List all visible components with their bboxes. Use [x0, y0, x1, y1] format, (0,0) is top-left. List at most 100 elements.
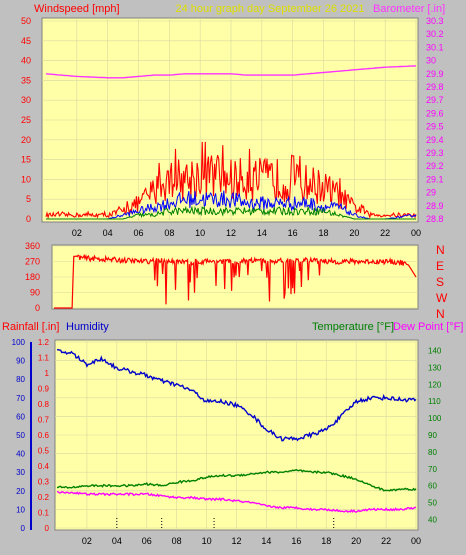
- barometer-tick-label: 29.1: [426, 174, 444, 184]
- compass-tick-label: E: [436, 259, 444, 273]
- windspeed-tick-label: 0: [26, 214, 31, 224]
- temperature-tick-label: 130: [428, 363, 442, 372]
- humidity-hour-tick-label: 08: [172, 536, 182, 546]
- barometer-tick-label: 29.2: [426, 161, 444, 171]
- barometer-tick-label: 29.7: [426, 95, 444, 105]
- wind-hour-tick-label: 02: [72, 228, 82, 238]
- temperature-tick-label: 50: [428, 499, 437, 508]
- humidity-tick-label: 30: [16, 468, 25, 477]
- temperature-tick-label: 40: [428, 516, 437, 525]
- humidity-tick-label: 90: [16, 357, 25, 366]
- windspeed-tick-label: 45: [21, 36, 31, 46]
- barometer-axis: 28.8 28.9 29 29.1 29.2 29.3 29.4 29.5 29.6 29.7 29…: [426, 16, 444, 224]
- temperature-tick-label: 120: [428, 380, 442, 389]
- barometer-tick-label: 30.1: [426, 42, 444, 52]
- humidity-tick-label: 40: [16, 450, 25, 459]
- rainfall-tick-label: 0.7: [38, 416, 50, 425]
- direction-series: [54, 253, 417, 309]
- wind-hour-tick-label: 12: [226, 228, 236, 238]
- barometer-tick-label: 29.4: [426, 135, 444, 145]
- humidity-hour-tick-label: 16: [291, 536, 301, 546]
- windspeed-tick-label: 50: [21, 16, 31, 26]
- wind-hour-tick-label: 04: [103, 228, 113, 238]
- humidity-tick-label: 100: [12, 338, 26, 347]
- rainfall-tick-label: 0.1: [38, 509, 50, 518]
- barometer-tick-label: 29.3: [426, 148, 444, 158]
- wind-hour-tick-label: 06: [133, 228, 143, 238]
- wind-hour-tick-label: 10: [195, 228, 205, 238]
- rainfall-tick-label: 1.1: [38, 354, 50, 363]
- temperature-tick-label: 90: [428, 431, 437, 440]
- humidity-hour-tick-label: 10: [202, 536, 212, 546]
- barometer-tick-label: 30.3: [426, 16, 444, 26]
- temperature-tick-label: 140: [428, 346, 442, 355]
- rainfall-tick-label: 0.3: [38, 478, 50, 487]
- barometer-tick-label: 29.5: [426, 122, 444, 132]
- windspeed-tick-label: 35: [21, 75, 31, 85]
- compass-tick-label: N: [436, 307, 445, 321]
- windspeed-tick-label: 40: [21, 56, 31, 66]
- rainfall-tick-label: 0.6: [38, 431, 50, 440]
- wind-hour-tick-label: 22: [380, 228, 390, 238]
- compass-tick-label: W: [436, 291, 448, 305]
- windspeed-tick-label: 20: [21, 135, 31, 145]
- barometer-axis-title: Barometer [.in]: [373, 3, 445, 15]
- humidity-axis: 0 10 20 30 40 50 60 70 80 90 100: [12, 338, 26, 533]
- windspeed-axis: 0 5 10 15 20 25 30 35 40 45 50: [21, 16, 31, 224]
- barometer-tick-label: 28.8: [426, 214, 444, 224]
- wind-hour-tick-label: 18: [318, 228, 328, 238]
- windspeed-tick-label: 25: [21, 115, 31, 125]
- direction-tick-label: 0: [35, 303, 40, 313]
- humidity-hour-tick-label: 14: [261, 536, 271, 546]
- rainfall-tick-label: 0: [45, 524, 50, 533]
- temperature-axis-title: Temperature [°F]: [312, 321, 394, 333]
- wind-hour-tick-label: 00: [411, 228, 421, 238]
- wind-hour-tick-label: 08: [164, 228, 174, 238]
- humidity-grid: [55, 340, 418, 530]
- wind-hour-axis: 02 04 06 08 10 12 14 16 18 20 22 00: [72, 228, 421, 238]
- windspeed-tick-label: 10: [21, 174, 31, 184]
- humidity-tick-label: 50: [16, 431, 25, 440]
- barometer-tick-label: 29.8: [426, 82, 444, 92]
- rainfall-tick-label: 1: [45, 369, 50, 378]
- humidity-tick-label: 60: [16, 412, 25, 421]
- windspeed-tick-label: 15: [21, 155, 31, 165]
- wind-low-series: [46, 205, 416, 220]
- humidity-tick-label: 20: [16, 487, 25, 496]
- humidity-series: [56, 348, 417, 530]
- compass-tick-label: N: [436, 243, 445, 257]
- humidity-hour-tick-label: 18: [321, 536, 331, 546]
- humidity-tick-label: 0: [21, 524, 26, 533]
- rainfall-tick-label: 0.2: [38, 493, 50, 502]
- humidity-hour-tick-label: 22: [381, 536, 391, 546]
- rainfall-axis-title: Rainfall [.in]: [2, 321, 59, 333]
- humidity-tick-label: 70: [16, 394, 25, 403]
- direction-tick-label: 180: [25, 272, 40, 282]
- barometer-series: [45, 65, 417, 79]
- temperature-tick-label: 80: [428, 448, 437, 457]
- dew-point-axis-title: Dew Point [°F]: [393, 321, 463, 333]
- barometer-tick-label: 30: [426, 56, 436, 66]
- windspeed-tick-label: 5: [26, 194, 31, 204]
- temperature-tick-label: 60: [428, 482, 437, 491]
- humidity-hour-axis: 02 04 06 08 10 12 14 16 18 20 22 00: [82, 536, 421, 546]
- direction-tick-label: 360: [25, 241, 40, 251]
- wind-series: [45, 65, 417, 220]
- barometer-tick-label: 29: [426, 188, 436, 198]
- humidity-tick-label: 80: [16, 375, 25, 384]
- windspeed-tick-label: 30: [21, 95, 31, 105]
- direction-tick-label: 90: [30, 288, 40, 298]
- graph-title: 24 hour graph day September 26 2021: [176, 3, 365, 15]
- humidity-series: [56, 348, 417, 442]
- direction-tick-label: 270: [25, 257, 40, 267]
- humidity-hour-tick-label: 06: [142, 536, 152, 546]
- rainfall-tick-label: 1.2: [38, 338, 50, 347]
- windspeed-axis-title: Windspeed [mph]: [34, 3, 120, 15]
- humidity-hour-tick-label: 20: [351, 536, 361, 546]
- humidity-hour-tick-label: 00: [411, 536, 421, 546]
- rainfall-tick-label: 0.4: [38, 462, 50, 471]
- rainfall-tick-label: 0.9: [38, 385, 50, 394]
- humidity-tick-label: 10: [16, 505, 25, 514]
- humidity-hour-tick-label: 04: [112, 536, 122, 546]
- barometer-tick-label: 30.2: [426, 29, 444, 39]
